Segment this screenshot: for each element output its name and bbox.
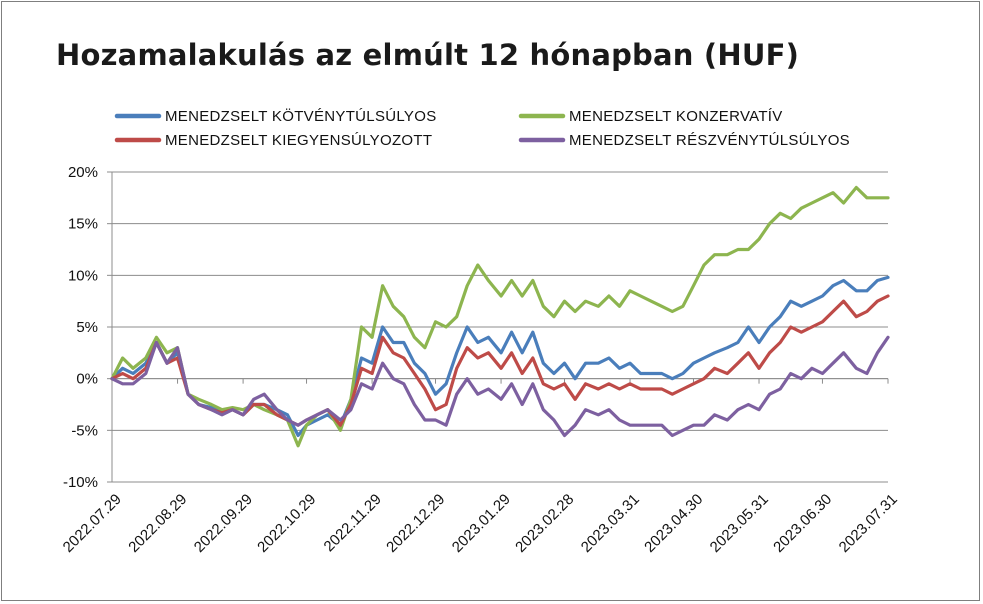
- x-tick-label: 2023.05.31: [707, 491, 772, 556]
- series-lines: [110, 185, 890, 448]
- x-tick-label: 2023.04.30: [641, 491, 706, 556]
- x-tick-label: 2022.09.29: [191, 491, 256, 556]
- y-tick-label: 10%: [68, 267, 98, 284]
- x-tick-label: 2023.01.29: [449, 491, 514, 556]
- y-tick-label: 0%: [76, 371, 98, 388]
- x-tick-label: 2022.12.29: [383, 491, 448, 556]
- x-tick-label: 2022.08.29: [125, 491, 190, 556]
- y-axis-tick-labels: -10% -5% 0% 5% 10% 15% 20%: [63, 164, 98, 491]
- y-tick-label: 20%: [68, 164, 98, 181]
- series-line: [110, 294, 890, 427]
- x-tick-label: 2023.02.28: [512, 491, 577, 556]
- x-tick-label: 2022.07.29: [60, 491, 125, 556]
- x-tick-label: 2022.11.29: [321, 491, 385, 555]
- legend-label: MENEDZSELT KIEGYENSÚLYOZOTT: [165, 132, 432, 149]
- x-tick-label: 2022.10.29: [254, 491, 319, 556]
- x-tick-label: 2023.07.31: [836, 491, 901, 556]
- y-tick-label: 5%: [76, 319, 98, 336]
- legend: MENEDZSELT KÖTVÉNYTÚLSÚLYOS MENEDZSELT KO…: [114, 107, 850, 149]
- series-line: [110, 335, 890, 438]
- y-tick-label: -5%: [71, 422, 98, 439]
- y-tick-label: -10%: [63, 474, 98, 491]
- series-line: [110, 185, 890, 448]
- chart-title: Hozamalakulás az elmúlt 12 hónapban (HUF…: [56, 38, 800, 72]
- x-axis-tick-labels: 2022.07.29 2022.08.29 2022.09.292022.10.29…: [60, 491, 901, 556]
- x-tick-label: 2023.03.31: [578, 491, 643, 556]
- legend-label: MENEDZSELT RÉSZVÉNYTÚLSÚLYOS: [569, 132, 850, 149]
- legend-label: MENEDZSELT KONZERVATÍV: [569, 108, 783, 125]
- x-tick-label: 2023.06.30: [770, 491, 835, 556]
- legend-label: MENEDZSELT KÖTVÉNYTÚLSÚLYOS: [165, 107, 437, 125]
- axes: [107, 171, 889, 483]
- y-tick-label: 15%: [68, 216, 98, 233]
